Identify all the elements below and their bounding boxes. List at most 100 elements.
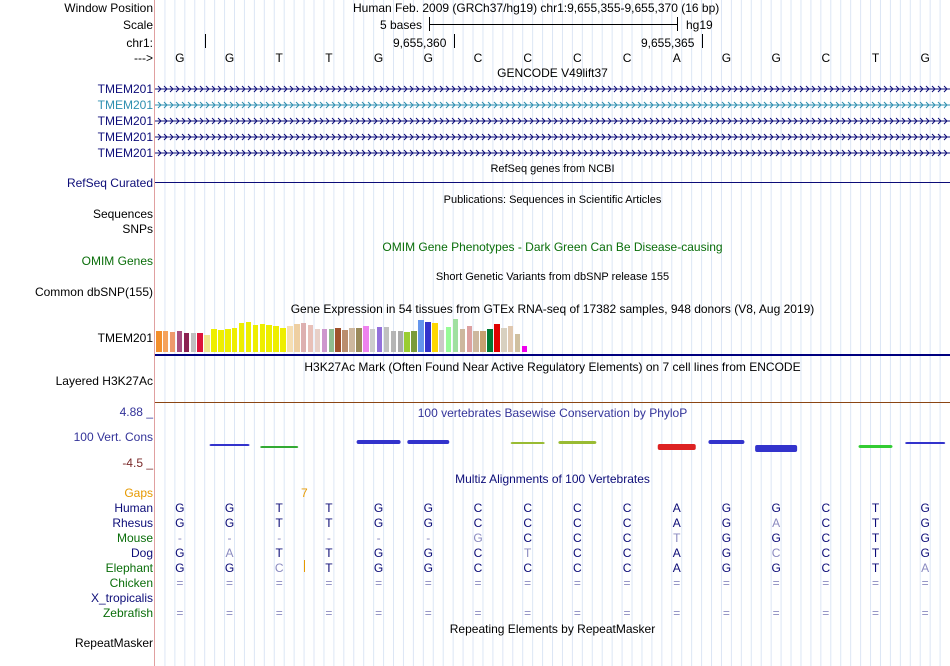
gtex-tissue-bar[interactable] — [432, 323, 438, 352]
gtex-tissue-bar[interactable] — [238, 323, 245, 352]
gtex-tissue-bar[interactable] — [231, 327, 238, 352]
gtex-tissue-bar[interactable] — [501, 327, 507, 352]
gtex-tissue-bar[interactable] — [356, 328, 362, 352]
gtex-tissue-bar[interactable] — [480, 331, 486, 352]
omim-track-title[interactable]: OMIM Gene Phenotypes - Dark Green Can Be… — [382, 240, 723, 254]
alignment-base: = — [772, 606, 780, 620]
gtex-tissue-bar[interactable] — [514, 333, 521, 352]
gencode-transcript-label[interactable]: TMEM201 — [97, 82, 153, 96]
gencode-transcript-label[interactable]: TMEM201 — [97, 98, 153, 112]
common-dbsnp-label[interactable]: Common dbSNP(155) — [34, 285, 153, 299]
h3k27ac-track-title[interactable]: H3K27Ac Mark (Often Found Near Active Re… — [304, 360, 801, 374]
species-label[interactable]: X_tropicalis — [90, 591, 153, 605]
snps-label[interactable]: SNPs — [122, 222, 153, 236]
gtex-track-title[interactable]: Gene Expression in 54 tissues from GTEx … — [290, 302, 815, 316]
gtex-tissue-bar[interactable] — [335, 328, 341, 352]
vert-cons-label[interactable]: 100 Vert. Cons — [73, 430, 153, 444]
gtex-tissue-bar[interactable] — [156, 330, 162, 352]
gtex-tissue-bar[interactable] — [445, 327, 452, 352]
species-label[interactable]: Elephant — [105, 561, 153, 575]
gencode-transcript-label[interactable]: TMEM201 — [97, 146, 153, 160]
gtex-tissue-bar[interactable] — [397, 330, 403, 352]
gtex-tissue-bar[interactable] — [314, 329, 321, 352]
gtex-tissue-bar[interactable] — [459, 329, 466, 352]
gtex-tissue-bar[interactable] — [197, 333, 203, 352]
gencode-transcript-line[interactable] — [155, 99, 950, 111]
gtex-tissue-bar[interactable] — [507, 326, 514, 352]
gtex-tissue-bar[interactable] — [404, 332, 410, 352]
gtex-tissue-bar[interactable] — [487, 329, 493, 352]
repeatmasker-label[interactable]: RepeatMasker — [74, 636, 153, 650]
gtex-tissue-bar[interactable] — [363, 326, 369, 352]
species-label[interactable]: Human — [114, 501, 153, 515]
alignment-base: - — [426, 531, 431, 545]
gtex-tissue-bar[interactable] — [425, 322, 431, 352]
gtex-tissue-bar[interactable] — [466, 326, 472, 352]
multiz-track-title[interactable]: Multiz Alignments of 100 Vertebrates — [455, 472, 650, 486]
gaps-label[interactable]: Gaps — [124, 486, 153, 500]
gtex-tissue-bar[interactable] — [300, 323, 307, 352]
gtex-tissue-bar[interactable] — [328, 329, 334, 352]
gtex-tissue-bar[interactable] — [176, 330, 183, 352]
gtex-tissue-bar[interactable] — [390, 330, 397, 352]
alignment-base: G — [920, 546, 930, 560]
phylop-conservation-plot[interactable] — [155, 430, 950, 460]
gtex-tissue-bar[interactable] — [376, 327, 383, 352]
gtex-tissue-bar[interactable] — [190, 333, 196, 352]
refseq-label[interactable]: RefSeq Curated — [66, 176, 153, 190]
gtex-tissue-bar[interactable] — [280, 327, 286, 352]
omim-genes-label[interactable]: OMIM Genes — [81, 254, 153, 268]
gencode-transcript-line[interactable] — [155, 115, 950, 127]
gtex-tissue-bar[interactable] — [169, 332, 176, 352]
gencode-transcript-line[interactable] — [155, 83, 950, 95]
gtex-tissue-bar[interactable] — [245, 321, 252, 352]
gtex-tissue-bar[interactable] — [494, 324, 500, 352]
gtex-tissue-bar[interactable] — [369, 329, 376, 352]
gtex-tissue-bar[interactable] — [266, 325, 272, 352]
gtex-tissue-bar[interactable] — [225, 329, 231, 352]
species-label[interactable]: Zebrafish — [102, 606, 153, 620]
gtex-tissue-bar[interactable] — [183, 333, 190, 352]
gtex-tissue-bar[interactable] — [383, 327, 390, 352]
gtex-tissue-bar[interactable] — [307, 324, 314, 352]
gtex-tissue-bar[interactable] — [162, 330, 169, 352]
species-label[interactable]: Rhesus — [112, 516, 153, 530]
gtex-tissue-bar[interactable] — [349, 328, 355, 352]
gtex-tissue-bar[interactable] — [452, 319, 459, 352]
phylop-track-title[interactable]: 100 vertebrates Basewise Conservation by… — [417, 406, 688, 420]
gtex-tissue-bar[interactable] — [273, 326, 279, 352]
gencode-transcript-line[interactable] — [155, 131, 950, 143]
gtex-tissue-bar[interactable] — [218, 330, 224, 352]
repeatmasker-track-title[interactable]: Repeating Elements by RepeatMasker — [449, 622, 656, 636]
gtex-tissue-bar[interactable] — [294, 324, 300, 352]
gtex-tissue-bar[interactable] — [438, 330, 445, 352]
sequences-label[interactable]: Sequences — [92, 207, 153, 221]
gencode-transcript-label[interactable]: TMEM201 — [97, 114, 153, 128]
gtex-tissue-bar[interactable] — [204, 335, 210, 352]
gtex-tissue-bar[interactable] — [211, 329, 217, 352]
publications-track-title[interactable]: Publications: Sequences in Scientific Ar… — [443, 194, 662, 206]
alignment-base: = — [772, 576, 780, 590]
species-label[interactable]: Dog — [130, 546, 153, 560]
alignment-base: C — [821, 546, 831, 560]
gtex-tissue-bar[interactable] — [418, 320, 424, 352]
gtex-tissue-bar[interactable] — [521, 345, 528, 352]
gtex-gene-label[interactable]: TMEM201 — [97, 331, 153, 345]
gtex-tissue-bar[interactable] — [321, 329, 328, 352]
gtex-tissue-bar[interactable] — [473, 330, 479, 352]
gencode-transcript-line[interactable] — [155, 147, 950, 159]
species-label[interactable]: Mouse — [116, 531, 153, 545]
gtex-tissue-bar[interactable] — [287, 326, 293, 352]
gtex-tissue-bar[interactable] — [252, 325, 259, 352]
gtex-tissue-bar[interactable] — [342, 330, 348, 352]
layered-h3k27ac-label[interactable]: Layered H3K27Ac — [55, 374, 153, 388]
dbsnp-track-title[interactable]: Short Genetic Variants from dbSNP releas… — [435, 271, 670, 283]
gtex-tissue-bar[interactable] — [411, 331, 417, 352]
gencode-transcript-label[interactable]: TMEM201 — [97, 130, 153, 144]
gencode-track-title[interactable]: GENCODE V49lift37 — [497, 66, 608, 80]
gtex-tissue-bar[interactable] — [259, 324, 265, 352]
refseq-gene-line[interactable] — [155, 182, 950, 183]
refseq-track-title[interactable]: RefSeq genes from NCBI — [490, 163, 615, 175]
species-label[interactable]: Chicken — [109, 576, 153, 590]
